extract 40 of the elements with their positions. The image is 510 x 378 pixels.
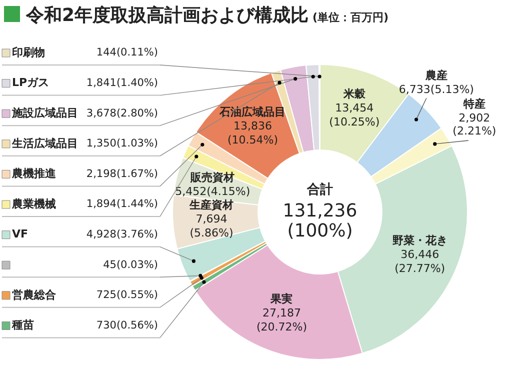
data-label: 45(0.03%) xyxy=(103,258,158,271)
data-label: 13,454(10.25%) xyxy=(329,102,380,129)
slice-label: 果実 xyxy=(270,292,293,306)
chart-subtitle: (単位：百万円) xyxy=(312,11,389,24)
data-label: 725(0.55%) xyxy=(96,289,158,302)
data-label: 1,894(1.44%) xyxy=(86,198,158,210)
legend-label: 種苗 xyxy=(11,318,34,332)
slice-label: 特産 xyxy=(462,97,486,110)
legend-label: 生活広域品目 xyxy=(11,136,78,150)
data-label: 730(0.56%) xyxy=(96,319,158,332)
slice-label: 農産 xyxy=(424,68,448,82)
chart-title: 令和2年度取扱高計画および構成比 xyxy=(26,5,309,26)
data-label: 13,836(10.54%) xyxy=(227,119,278,146)
text: (100%) xyxy=(287,220,353,242)
data-label: 2,902(2.21%) xyxy=(452,111,496,138)
data-label: 3,678(2.80%) xyxy=(86,107,158,120)
slice-label: 生産資材 xyxy=(188,198,234,212)
legend-label: LPガス xyxy=(12,76,50,90)
legend-label: 印刷物 xyxy=(12,46,45,59)
data-label: 36,446(27.77%) xyxy=(394,248,446,275)
slice-label: 野菜・花き xyxy=(392,234,448,247)
text: 131,236 xyxy=(282,200,358,222)
data-label: 5,452(4.15%) xyxy=(175,184,250,198)
legend-label: VF xyxy=(12,228,28,241)
text: 合計 xyxy=(306,181,333,198)
legend-label: 農機推進 xyxy=(11,167,57,180)
data-label: 1,350(1.03%) xyxy=(86,138,158,150)
data-label: 4,928(3.76%) xyxy=(86,228,158,241)
data-label: 1,841(1.40%) xyxy=(86,77,158,90)
legend-label: 営農総合 xyxy=(12,288,57,302)
data-label: 7,694(5.86%) xyxy=(190,212,234,240)
data-label: 27,187(20.72%) xyxy=(256,306,308,334)
data-label: 144(0.11%) xyxy=(96,46,158,59)
slice-label: 販売資材 xyxy=(190,170,235,184)
legend-label: 施設広域品目 xyxy=(11,106,78,120)
data-label: 2,198(1.67%) xyxy=(86,168,158,180)
slice-label: 石油広域品目 xyxy=(218,105,286,118)
slice-label: 米穀 xyxy=(342,88,366,101)
data-label: 6,733(5.13%) xyxy=(398,82,474,96)
legend-label: 農業機械 xyxy=(11,197,56,210)
